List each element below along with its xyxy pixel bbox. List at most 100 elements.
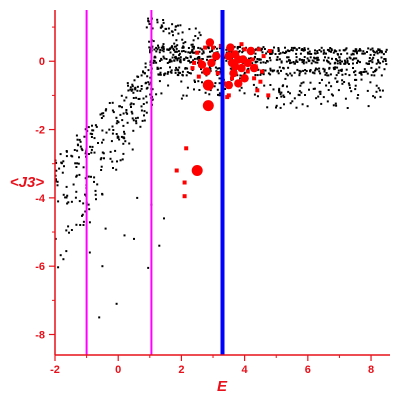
- data-point-small: [93, 180, 95, 183]
- data-point-small: [341, 82, 344, 85]
- data-point-small: [354, 84, 357, 87]
- data-point-small: [306, 105, 309, 108]
- data-point-small: [62, 160, 65, 163]
- data-point-small: [105, 131, 108, 134]
- data-point-small: [84, 193, 86, 196]
- data-point-small: [356, 59, 359, 62]
- data-point-small: [88, 208, 91, 211]
- data-point-small: [345, 47, 348, 50]
- data-point-small: [131, 112, 134, 115]
- data-point-small: [299, 70, 302, 73]
- data-point-small: [229, 67, 232, 70]
- data-point-small: [216, 88, 219, 91]
- data-point-small: [197, 80, 200, 83]
- data-point-small: [193, 88, 195, 91]
- data-point-small: [178, 66, 181, 69]
- data-point-small: [197, 61, 199, 64]
- data-point-small: [198, 57, 201, 60]
- data-point-small: [336, 60, 339, 62]
- data-point-small: [171, 56, 174, 59]
- data-point-small: [123, 137, 126, 140]
- data-point-small: [156, 66, 159, 69]
- data-point-small: [148, 40, 151, 43]
- data-point-small: [346, 61, 349, 64]
- data-point-small: [162, 43, 165, 46]
- data-point-small: [59, 153, 62, 156]
- data-point-small: [375, 68, 378, 71]
- data-point-small: [193, 79, 196, 82]
- data-point-small: [331, 57, 333, 60]
- data-point-small: [368, 57, 371, 59]
- data-point-small: [71, 155, 74, 158]
- data-point-small: [346, 57, 349, 60]
- data-point-small: [75, 175, 78, 178]
- data-point-small: [370, 66, 373, 69]
- data-point-small: [111, 160, 114, 163]
- data-point-small: [173, 49, 175, 52]
- data-point-small: [155, 61, 158, 64]
- data-point-large: [246, 46, 256, 56]
- data-point-small: [302, 60, 305, 63]
- data-point-small: [121, 106, 123, 109]
- data-point-small: [374, 96, 376, 99]
- data-point-small: [240, 86, 243, 89]
- data-point-small: [89, 145, 92, 148]
- data-point-small: [189, 51, 192, 54]
- data-point-small: [82, 202, 85, 205]
- data-point-small: [256, 60, 259, 63]
- data-point-small: [314, 61, 317, 64]
- data-point-small: [328, 67, 331, 70]
- data-point-small: [369, 59, 372, 62]
- data-point-small: [293, 71, 296, 74]
- data-point-small: [172, 53, 175, 56]
- data-point-small: [168, 48, 171, 51]
- data-point-medium: [260, 69, 264, 74]
- data-point-small: [94, 189, 97, 192]
- data-point-small: [365, 70, 368, 73]
- data-point-small: [378, 89, 381, 92]
- data-point-large: [237, 63, 246, 73]
- data-point-small: [348, 84, 351, 87]
- data-point-small: [295, 48, 298, 51]
- data-point-small: [356, 61, 358, 64]
- data-point-small: [169, 51, 172, 54]
- data-point-small: [320, 46, 323, 49]
- data-point-small: [132, 97, 135, 99]
- data-point-small: [139, 125, 142, 128]
- data-point-small: [319, 90, 322, 93]
- data-point-small: [112, 129, 115, 131]
- data-point-small: [218, 47, 221, 50]
- data-point-small: [145, 111, 148, 114]
- data-point-small: [339, 62, 342, 65]
- data-point-small: [162, 21, 165, 24]
- data-point-large: [230, 62, 240, 71]
- data-point-small: [382, 53, 385, 56]
- data-point-small: [187, 51, 190, 54]
- data-point-small: [82, 166, 85, 169]
- data-point-small: [95, 125, 98, 128]
- data-point-large: [207, 58, 216, 68]
- data-point-small: [147, 17, 150, 20]
- data-point-small: [380, 74, 383, 77]
- data-point-small: [199, 34, 202, 37]
- data-point-small: [225, 48, 228, 51]
- data-point-small: [279, 93, 282, 96]
- data-point-small: [253, 93, 256, 96]
- data-point-small: [76, 138, 79, 141]
- data-point-small: [293, 62, 296, 65]
- data-point-small: [102, 138, 105, 141]
- data-point-small: [198, 89, 201, 91]
- data-point-small: [319, 72, 322, 75]
- data-point-small: [65, 250, 68, 253]
- data-point-small: [129, 88, 132, 91]
- data-point-small: [159, 67, 162, 70]
- data-point-small: [75, 134, 78, 137]
- data-point-small: [362, 52, 365, 55]
- data-point-small: [285, 51, 288, 54]
- data-point-small: [166, 72, 169, 75]
- data-point-small: [167, 27, 170, 30]
- x-axis-label: E: [217, 378, 228, 395]
- data-point-small: [171, 45, 173, 48]
- data-point-small: [101, 192, 104, 195]
- data-point-small: [167, 71, 170, 74]
